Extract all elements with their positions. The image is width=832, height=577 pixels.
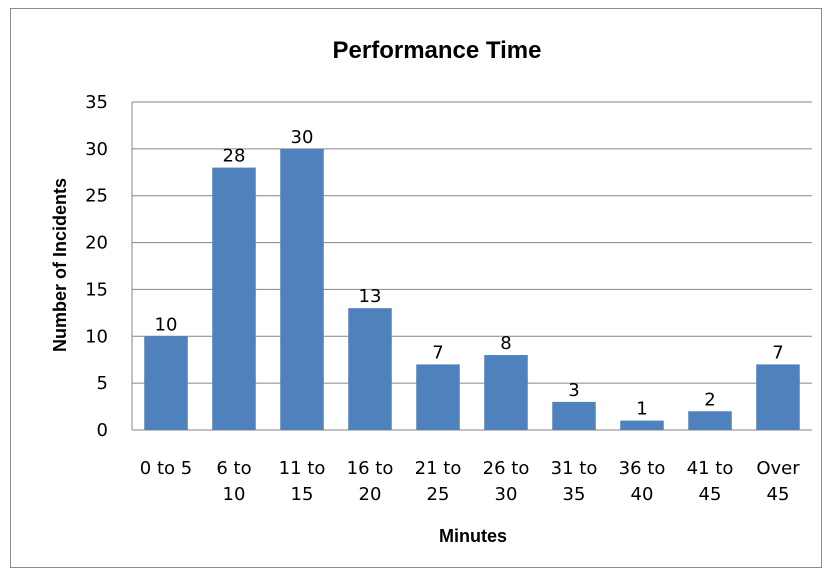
- bar: [144, 336, 188, 430]
- x-tick-label-line: 25: [427, 484, 450, 505]
- x-tick-label-line: 6 to: [216, 458, 251, 479]
- x-tick-label: 36 to 40: [619, 458, 666, 505]
- chart-frame: [10, 8, 822, 568]
- x-tick-label-line: 21 to: [415, 458, 462, 479]
- x-tick-label: 6 to 10: [216, 458, 251, 505]
- x-tick-label: 0 to 5: [140, 458, 192, 479]
- y-tick-label: 15: [85, 279, 108, 300]
- y-tick-label: 20: [85, 233, 108, 254]
- x-tick-label: 41 to 45: [687, 458, 734, 505]
- data-labels: 10 28 30 13 7 8 3 1 2 7: [155, 127, 784, 420]
- data-label: 13: [359, 286, 382, 307]
- x-tick-label: Over 45: [756, 458, 800, 505]
- x-tick-label: 21 to 25: [415, 458, 462, 505]
- bar: [484, 355, 528, 430]
- x-tick-label-line: 10: [223, 484, 246, 505]
- data-label: 30: [291, 127, 314, 148]
- x-axis-title: Minutes: [439, 526, 507, 546]
- x-tick-label-line: 20: [359, 484, 382, 505]
- bar: [756, 364, 800, 430]
- x-tick-label-line: 41 to: [687, 458, 734, 479]
- y-tick-label: 25: [85, 186, 108, 207]
- x-tick-label-line: 11 to: [279, 458, 326, 479]
- y-axis-ticks: 0 5 10 15 20 25 30 35: [85, 92, 108, 441]
- data-label: 28: [223, 146, 246, 167]
- chart-title: Performance Time: [333, 37, 542, 64]
- x-tick-label: 31 to 35: [551, 458, 598, 505]
- x-tick-label-line: 16 to: [347, 458, 394, 479]
- data-label: 2: [704, 389, 715, 410]
- x-tick-label-line: 30: [495, 484, 518, 505]
- bar: [348, 308, 392, 430]
- data-label: 10: [155, 314, 178, 335]
- x-tick-label-line: 45: [699, 484, 722, 505]
- data-label: 8: [500, 333, 511, 354]
- x-tick-label: 26 to 30: [483, 458, 530, 505]
- bar: [280, 148, 324, 430]
- bars: [144, 148, 800, 430]
- bar: [552, 401, 596, 430]
- y-tick-label: 30: [85, 139, 108, 160]
- data-label: 1: [636, 399, 647, 420]
- x-tick-label-line: 0 to 5: [140, 458, 192, 479]
- x-axis-ticks: 0 to 5 6 to 10 11 to 15 16 to 20 21 to 25 26 to 30…: [140, 458, 800, 505]
- x-tick-label-line: Over: [756, 458, 800, 479]
- bar: [212, 167, 256, 430]
- data-label: 3: [568, 380, 579, 401]
- x-tick-label-line: 31 to: [551, 458, 598, 479]
- bar: [688, 411, 732, 430]
- data-label: 7: [432, 342, 443, 363]
- y-axis-title: Number of Incidents: [50, 178, 70, 352]
- x-tick-label-line: 35: [563, 484, 586, 505]
- x-tick-label: 11 to 15: [279, 458, 326, 505]
- bar: [416, 364, 460, 430]
- x-tick-label-line: 15: [291, 484, 314, 505]
- y-tick-label: 5: [97, 373, 108, 394]
- x-tick-label-line: 45: [767, 484, 790, 505]
- x-tick-label: 16 to 20: [347, 458, 394, 505]
- x-tick-label-line: 26 to: [483, 458, 530, 479]
- x-tick-label-line: 36 to: [619, 458, 666, 479]
- y-tick-label: 0: [97, 420, 108, 441]
- y-tick-label: 10: [85, 326, 108, 347]
- y-tick-label: 35: [85, 92, 108, 113]
- bar: [620, 420, 664, 430]
- data-label: 7: [772, 342, 783, 363]
- x-tick-label-line: 40: [631, 484, 654, 505]
